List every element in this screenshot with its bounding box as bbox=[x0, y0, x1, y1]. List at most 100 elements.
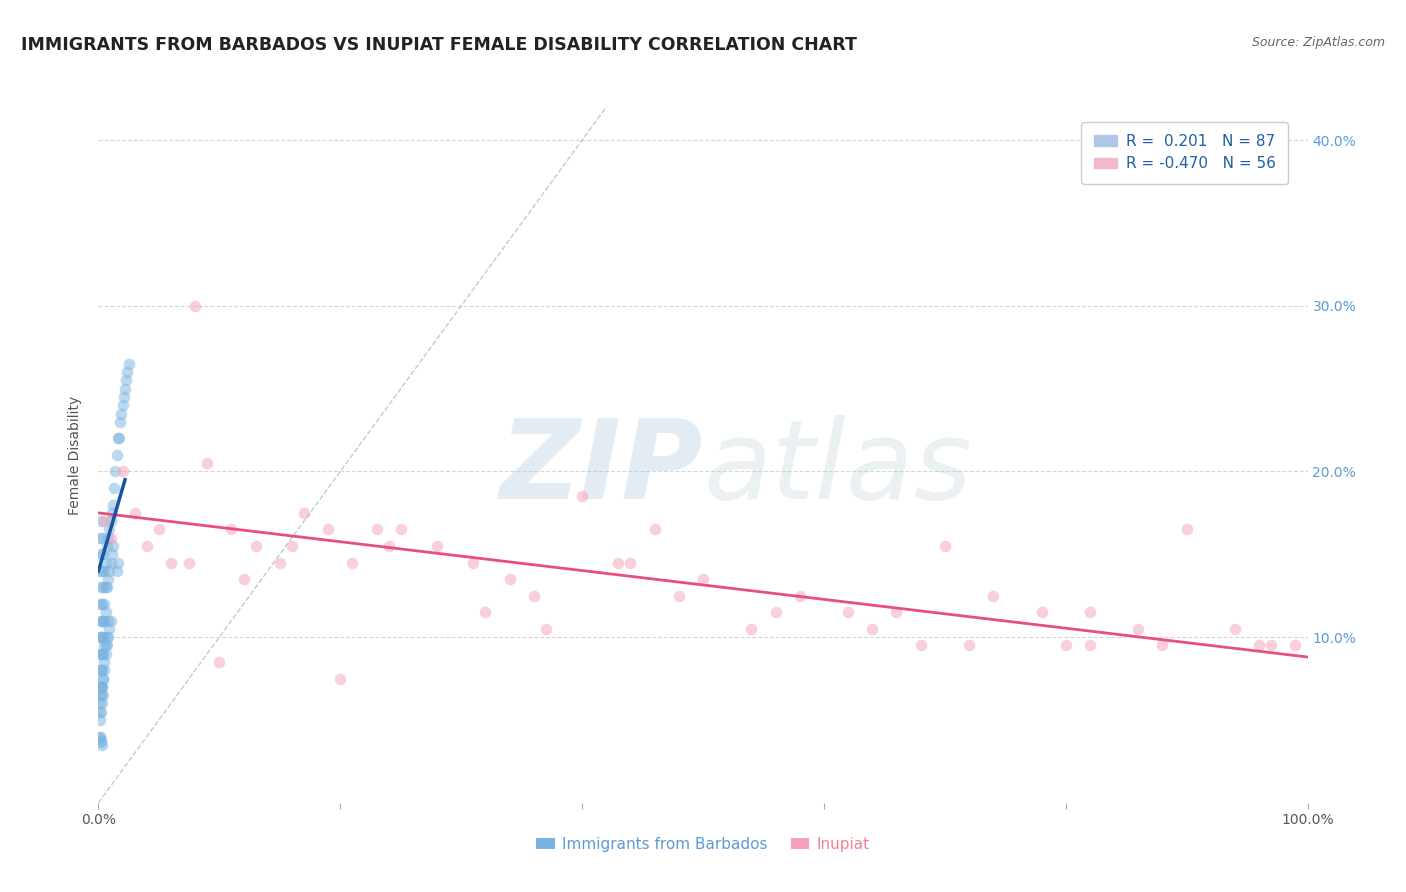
Point bbox=[90, 680, 112, 694]
Point bbox=[329, 672, 352, 686]
Point bbox=[108, 415, 131, 429]
Point bbox=[97, 572, 120, 586]
Point bbox=[1031, 605, 1053, 619]
Point bbox=[91, 581, 114, 595]
Point bbox=[89, 713, 111, 727]
Point bbox=[184, 299, 207, 313]
Point bbox=[96, 581, 118, 595]
Point bbox=[886, 605, 908, 619]
Point bbox=[91, 680, 114, 694]
Point bbox=[1078, 605, 1101, 619]
Point bbox=[91, 614, 114, 628]
Point bbox=[91, 672, 114, 686]
Point bbox=[91, 630, 114, 644]
Point bbox=[111, 398, 134, 412]
Point bbox=[93, 663, 115, 677]
Point bbox=[463, 556, 485, 570]
Point bbox=[91, 697, 114, 711]
Point bbox=[98, 622, 121, 636]
Point bbox=[571, 489, 593, 503]
Point bbox=[101, 498, 124, 512]
Point bbox=[90, 732, 112, 747]
Point bbox=[101, 539, 124, 553]
Point bbox=[93, 597, 115, 611]
Point bbox=[981, 589, 1004, 603]
Point bbox=[1249, 639, 1271, 653]
Y-axis label: Female Disability: Female Disability bbox=[69, 395, 83, 515]
Point bbox=[105, 448, 128, 462]
Point bbox=[93, 564, 115, 578]
Point bbox=[105, 564, 128, 578]
Point bbox=[89, 564, 111, 578]
Text: Source: ZipAtlas.com: Source: ZipAtlas.com bbox=[1251, 36, 1385, 49]
Point bbox=[91, 680, 114, 694]
Point bbox=[107, 556, 129, 570]
Point bbox=[96, 630, 118, 644]
Point bbox=[98, 564, 121, 578]
Point bbox=[195, 456, 218, 470]
Point bbox=[910, 639, 932, 653]
Point bbox=[692, 572, 714, 586]
Point bbox=[644, 523, 666, 537]
Point bbox=[148, 523, 170, 537]
Point bbox=[100, 514, 122, 528]
Point bbox=[91, 647, 114, 661]
Point bbox=[89, 730, 111, 744]
Point bbox=[208, 655, 231, 669]
Point bbox=[1078, 639, 1101, 653]
Text: atlas: atlas bbox=[703, 416, 972, 523]
Point bbox=[89, 597, 111, 611]
Point bbox=[1223, 622, 1246, 636]
Point bbox=[94, 639, 117, 653]
Point bbox=[100, 556, 122, 570]
Point bbox=[100, 547, 122, 561]
Point bbox=[91, 547, 114, 561]
Point bbox=[115, 373, 138, 387]
Point bbox=[91, 630, 114, 644]
Point bbox=[179, 556, 201, 570]
Point bbox=[100, 531, 122, 545]
Point bbox=[90, 734, 112, 748]
Point bbox=[1128, 622, 1150, 636]
Point bbox=[94, 605, 117, 619]
Point bbox=[860, 622, 883, 636]
Point bbox=[103, 481, 125, 495]
Point bbox=[97, 531, 120, 545]
Point bbox=[94, 556, 117, 570]
Point bbox=[91, 647, 114, 661]
Point bbox=[112, 390, 135, 404]
Point bbox=[474, 605, 496, 619]
Point bbox=[91, 672, 114, 686]
Point bbox=[523, 589, 546, 603]
Point bbox=[89, 647, 111, 661]
Point bbox=[89, 663, 111, 677]
Point bbox=[91, 663, 114, 677]
Point bbox=[89, 630, 111, 644]
Point bbox=[104, 465, 127, 479]
Point bbox=[221, 523, 243, 537]
Point bbox=[90, 647, 112, 661]
Point bbox=[366, 523, 388, 537]
Point bbox=[90, 614, 112, 628]
Point bbox=[91, 531, 114, 545]
Point bbox=[957, 639, 980, 653]
Point bbox=[789, 589, 811, 603]
Point bbox=[91, 614, 114, 628]
Point bbox=[534, 622, 557, 636]
Point bbox=[91, 564, 114, 578]
Point bbox=[934, 539, 956, 553]
Point bbox=[1054, 639, 1077, 653]
Point bbox=[281, 539, 304, 553]
Point bbox=[135, 539, 157, 553]
Point bbox=[124, 506, 146, 520]
Point bbox=[90, 514, 112, 528]
Point bbox=[389, 523, 412, 537]
Point bbox=[90, 630, 112, 644]
Text: IMMIGRANTS FROM BARBADOS VS INUPIAT FEMALE DISABILITY CORRELATION CHART: IMMIGRANTS FROM BARBADOS VS INUPIAT FEMA… bbox=[21, 36, 858, 54]
Point bbox=[90, 705, 112, 719]
Point bbox=[1152, 639, 1174, 653]
Point bbox=[100, 614, 122, 628]
Point bbox=[160, 556, 183, 570]
Point bbox=[98, 523, 121, 537]
Point bbox=[97, 614, 120, 628]
